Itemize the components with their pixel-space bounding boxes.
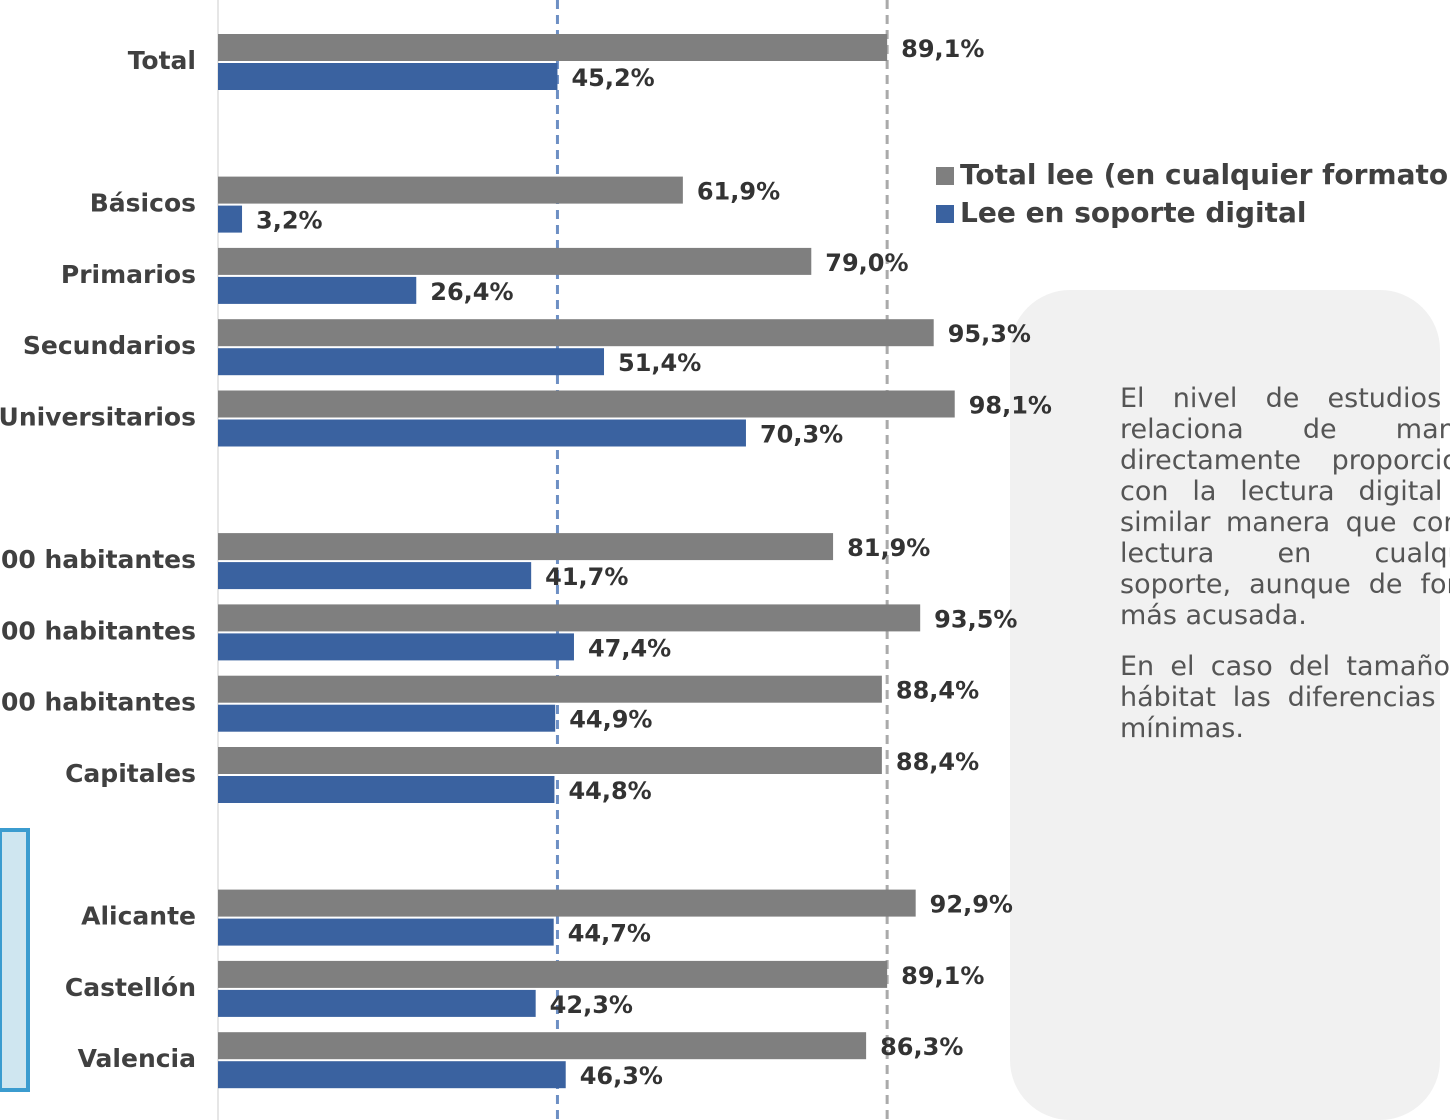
value-label: 44,7% [568, 920, 651, 948]
bar [218, 34, 888, 61]
bar [218, 63, 558, 90]
value-label: 98,1% [969, 392, 1052, 420]
bar [218, 1061, 566, 1089]
bar [218, 276, 417, 304]
bar [218, 633, 574, 661]
bar [218, 989, 536, 1017]
legend-swatch [936, 167, 954, 185]
category-label: Secundarios [23, 331, 196, 360]
bar [218, 960, 888, 988]
value-label: 81,9% [847, 534, 930, 562]
value-label: 92,9% [930, 891, 1013, 919]
bar [218, 205, 243, 233]
value-label: 51,4% [618, 349, 701, 377]
picture-frame [0, 828, 30, 1092]
value-label: 95,3% [948, 320, 1031, 348]
value-label: 70,3% [760, 421, 843, 449]
paragraph: El nivel de estudios se relaciona de man… [1120, 383, 1450, 631]
bar [218, 747, 882, 774]
bar [218, 889, 916, 917]
bar [218, 533, 834, 561]
value-label: 93,5% [934, 605, 1017, 633]
value-label: 89,1% [901, 35, 984, 63]
value-label: 46,3% [580, 1062, 663, 1090]
value-label: 42,3% [550, 991, 633, 1019]
value-label: 3,2% [256, 207, 323, 235]
category-label: 000 habitantes [0, 545, 196, 574]
bar [218, 604, 921, 632]
bar [218, 675, 882, 703]
bar [218, 419, 746, 447]
bar [218, 319, 934, 347]
category-label: Capitales [65, 759, 196, 788]
category-label: Total [128, 46, 196, 75]
category-label: Primarios [61, 260, 196, 289]
bar [218, 562, 532, 590]
category-label: 000 habitantes [0, 688, 196, 717]
value-label: 26,4% [430, 278, 513, 306]
phone-decoration [1010, 290, 1440, 1120]
legend-label: Lee en soporte digital [960, 196, 1307, 229]
category-label: Universitarios [0, 403, 196, 432]
value-label: 44,9% [569, 706, 652, 734]
legend-swatch [936, 205, 954, 223]
notes: El nivel de estudios se relaciona de man… [1120, 383, 1450, 764]
value-label: 88,4% [896, 748, 979, 776]
value-label: 44,8% [568, 777, 651, 805]
bar [218, 1032, 867, 1060]
value-label: 88,4% [896, 677, 979, 705]
value-label: 61,9% [697, 178, 780, 206]
paragraph: En el caso del tamaño de hábitat las dif… [1120, 651, 1450, 744]
bar [218, 390, 955, 418]
bar [218, 918, 554, 946]
bar [218, 176, 683, 204]
bar [218, 247, 812, 275]
category-label: Básicos [90, 189, 196, 218]
category-label: Castellón [65, 973, 196, 1002]
category-label: Alicante [81, 902, 196, 931]
bar [218, 704, 556, 732]
value-label: 79,0% [825, 249, 908, 277]
value-label: 45,2% [571, 64, 654, 92]
value-label: 47,4% [588, 634, 671, 662]
category-label: 000 habitantes [0, 616, 196, 645]
value-label: 89,1% [901, 962, 984, 990]
bar [218, 348, 605, 376]
value-label: 41,7% [545, 563, 628, 591]
bar [218, 776, 555, 803]
category-label: Valencia [78, 1044, 196, 1073]
value-label: 86,3% [880, 1033, 963, 1061]
legend-label: Total lee (en cualquier formato) [960, 158, 1450, 191]
